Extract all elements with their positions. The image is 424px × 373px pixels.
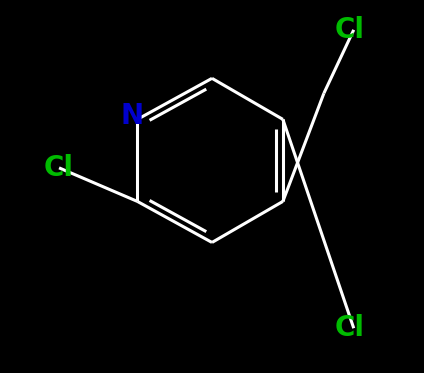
Text: N: N bbox=[120, 101, 143, 130]
Text: Cl: Cl bbox=[44, 154, 74, 182]
Text: Cl: Cl bbox=[335, 16, 365, 44]
Text: Cl: Cl bbox=[335, 314, 365, 342]
